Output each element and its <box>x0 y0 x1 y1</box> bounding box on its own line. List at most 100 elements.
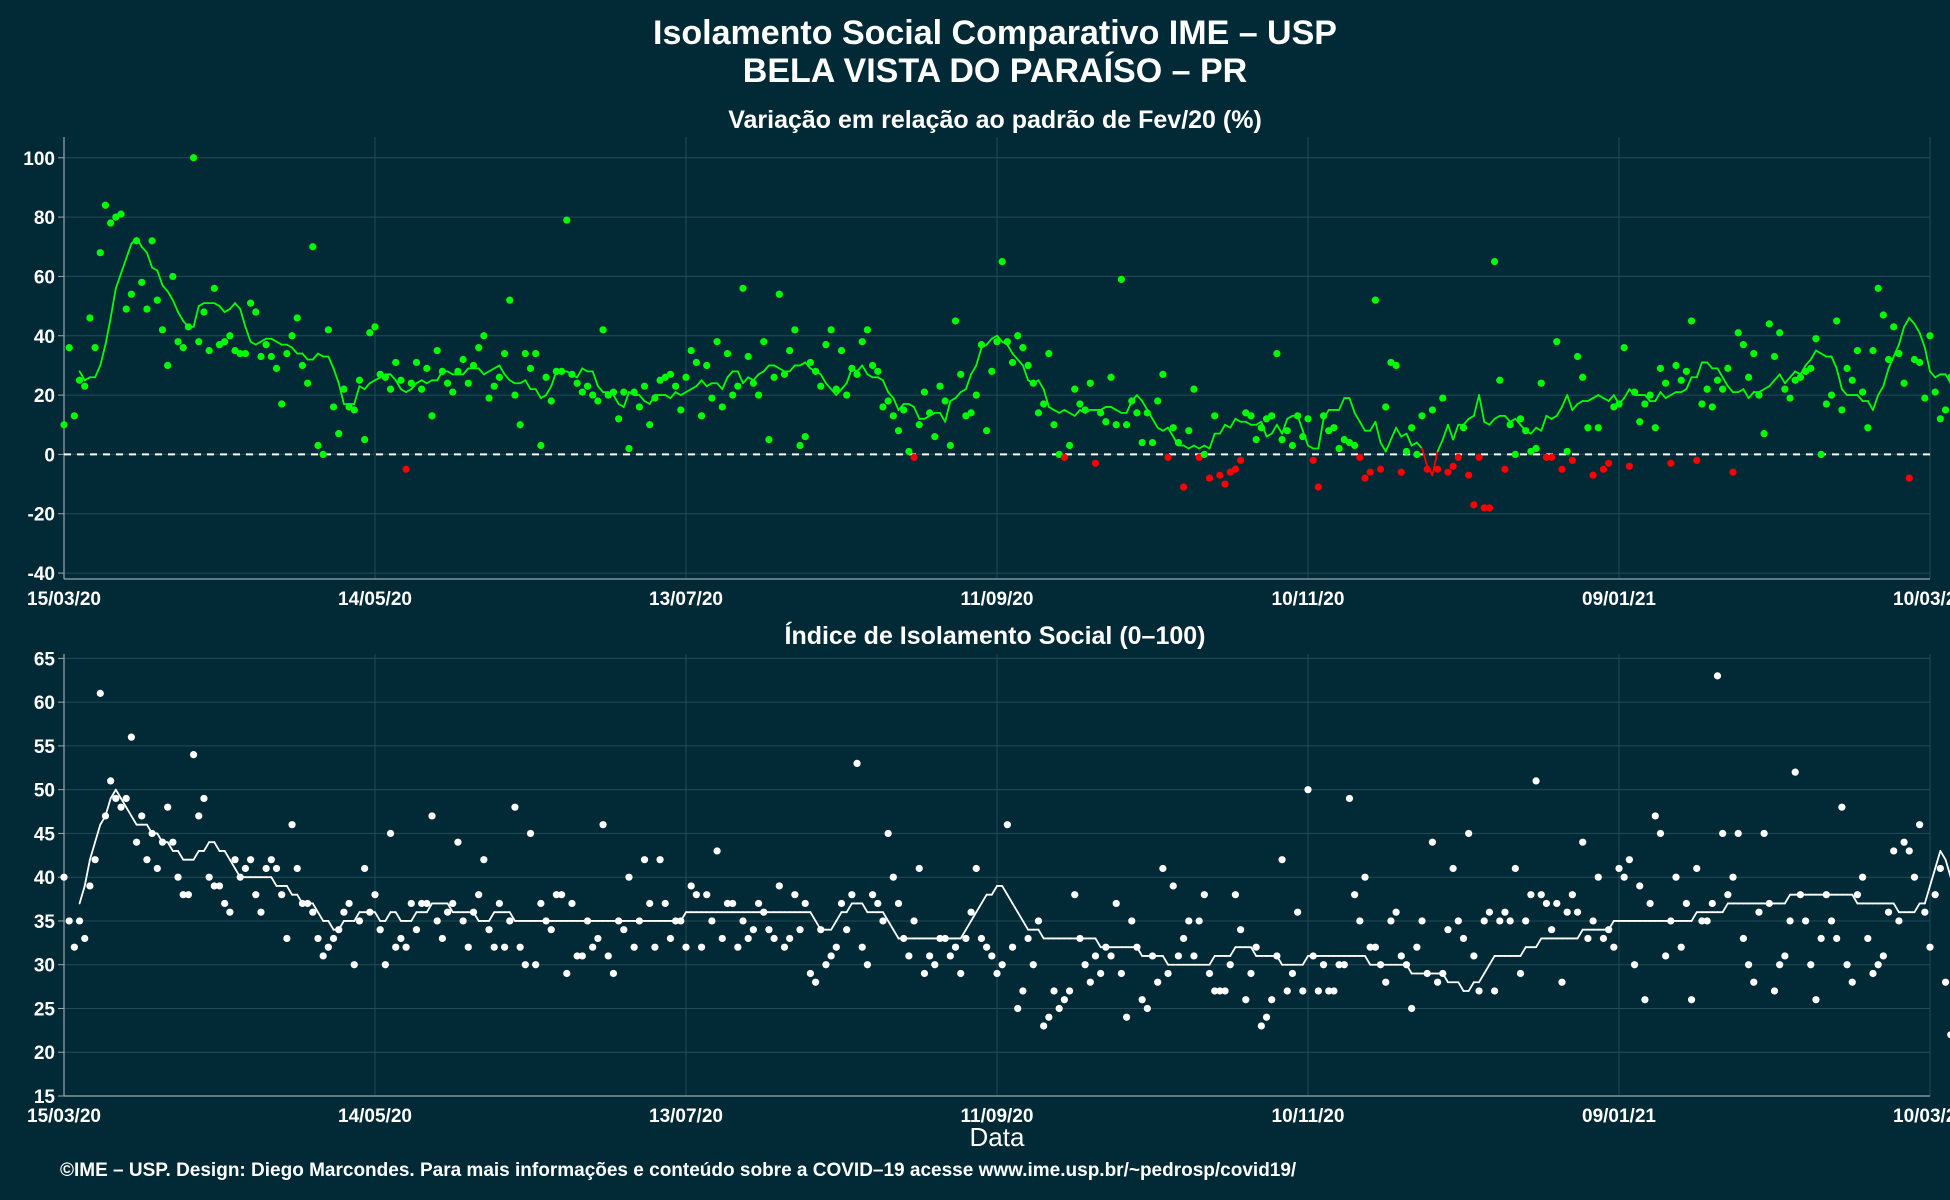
data-point <box>1325 987 1333 995</box>
data-point <box>1143 1004 1151 1013</box>
data-point <box>1102 418 1110 426</box>
data-point <box>443 908 452 916</box>
data-point <box>1351 891 1359 899</box>
data-point <box>469 361 478 370</box>
data-point <box>1936 864 1944 873</box>
moving-average-segment <box>809 367 817 373</box>
data-point <box>1247 969 1255 978</box>
data-point <box>267 856 275 864</box>
data-point <box>1040 400 1048 408</box>
moving-average-segment <box>301 352 309 361</box>
data-point <box>1672 361 1680 370</box>
moving-average-segment <box>965 920 972 931</box>
moving-average-segment <box>161 284 169 293</box>
data-point <box>573 952 581 960</box>
data-point <box>257 908 265 916</box>
y-tick-label: 25 <box>34 999 56 1020</box>
data-point <box>578 952 586 960</box>
moving-average-segment <box>1151 417 1159 429</box>
moving-average-segment <box>1037 928 1045 940</box>
moving-average-segment <box>1597 394 1605 399</box>
moving-average-segment <box>669 391 677 399</box>
data-point <box>329 934 338 943</box>
data-point <box>1356 453 1364 461</box>
moving-average-segment <box>1006 343 1014 355</box>
data-point <box>511 803 519 811</box>
data-point <box>729 391 737 399</box>
data-point <box>723 899 732 908</box>
data-point <box>1527 891 1535 899</box>
moving-average-segment <box>814 370 822 376</box>
data-point <box>1687 996 1696 1004</box>
moving-average-segment <box>1898 325 1905 346</box>
moving-average-segment <box>425 902 433 914</box>
data-point <box>998 257 1006 266</box>
data-point <box>1656 829 1665 838</box>
data-point <box>1589 917 1597 925</box>
data-point <box>967 409 975 417</box>
data-point <box>521 349 529 358</box>
moving-average-segment <box>1592 394 1600 399</box>
data-point <box>350 961 358 969</box>
moving-average-segment <box>1208 955 1216 966</box>
data-point <box>1268 996 1276 1004</box>
moving-average-segment <box>166 290 174 302</box>
moving-average-segment <box>104 797 112 817</box>
moving-average-segment <box>1182 444 1190 450</box>
moving-average-segment <box>1773 373 1781 382</box>
moving-average-segment <box>674 391 682 396</box>
moving-average-segment <box>856 364 864 373</box>
data-point <box>506 917 514 925</box>
data-point <box>278 400 286 408</box>
data-point <box>1532 444 1540 453</box>
moving-average-segment <box>420 379 428 385</box>
data-point <box>905 952 913 960</box>
moving-average-segment <box>757 370 765 376</box>
data-point <box>677 406 685 414</box>
moving-average-segment <box>778 367 786 373</box>
moving-average-segment <box>1286 414 1294 420</box>
moving-average-segment <box>944 400 952 423</box>
moving-average-segment <box>1483 420 1491 426</box>
moving-average-segment <box>705 382 713 388</box>
moving-average-segment <box>1908 317 1916 325</box>
data-point <box>936 382 944 390</box>
data-point <box>1672 873 1680 881</box>
moving-average-segment <box>472 911 480 922</box>
moving-average-segment <box>78 885 86 905</box>
data-point <box>1859 873 1867 881</box>
moving-average-segment <box>1390 426 1398 441</box>
moving-average-segment <box>845 367 853 385</box>
data-point <box>951 317 960 325</box>
data-point <box>931 961 939 969</box>
data-point <box>355 376 364 384</box>
moving-average-segment <box>223 850 231 861</box>
moving-average-segment <box>1726 385 1734 394</box>
moving-average-segment <box>1006 893 1014 905</box>
moving-average-segment <box>1063 409 1071 414</box>
moving-average-segment <box>89 841 96 861</box>
data-point <box>1719 829 1727 838</box>
y-tick-label: 30 <box>34 956 55 977</box>
data-point <box>179 891 187 899</box>
data-point <box>101 201 110 209</box>
data-point <box>91 856 99 864</box>
data-point <box>1833 934 1841 943</box>
data-point <box>1081 961 1089 969</box>
data-point <box>241 864 250 873</box>
data-point <box>65 917 73 925</box>
x-tick-label: 09/01/21 <box>1582 1106 1656 1127</box>
data-point <box>1433 978 1442 986</box>
data-point <box>594 934 602 943</box>
moving-average-segment <box>861 364 869 376</box>
data-point <box>713 847 721 855</box>
data-point <box>1159 370 1167 378</box>
moving-average-segment <box>1794 370 1802 376</box>
data-point <box>516 421 524 429</box>
data-point <box>1433 465 1442 473</box>
moving-average-segment <box>1203 444 1211 450</box>
moving-average-segment <box>1913 902 1921 914</box>
moving-average-segment <box>1939 850 1947 861</box>
moving-average-segment <box>1789 370 1797 379</box>
